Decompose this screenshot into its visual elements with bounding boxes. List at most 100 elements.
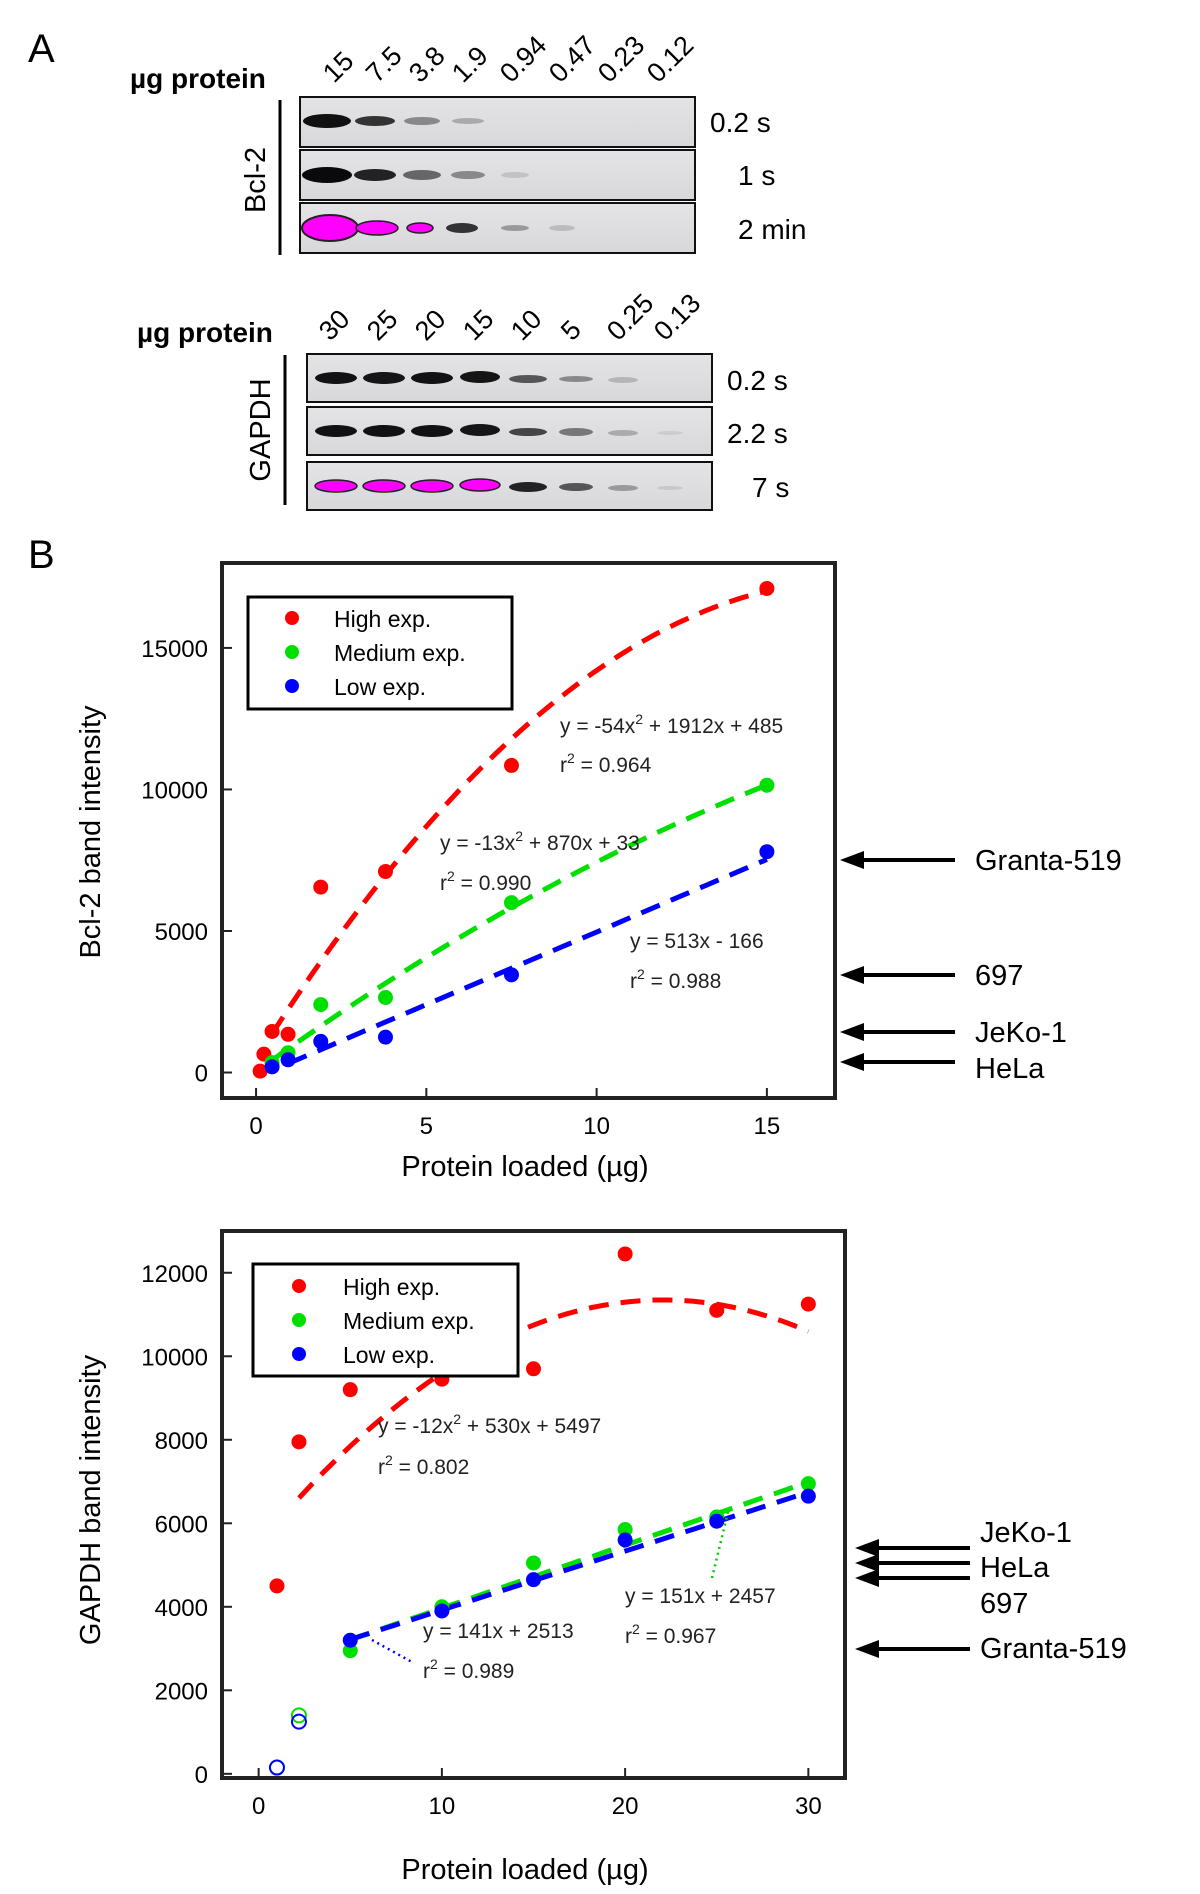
bcl2-point-high xyxy=(264,1023,280,1039)
bcl2-point-medium xyxy=(377,990,393,1006)
gapdh-cell-line-label: HeLa xyxy=(980,1552,1050,1584)
bcl2-eq-low: y = 513x - 166 xyxy=(630,930,764,953)
bcl2-legend-marker-high xyxy=(285,611,299,625)
gapdh-x-tick-label: 20 xyxy=(612,1793,639,1820)
gapdh-cell-line-granta: Granta-519 xyxy=(855,1633,1127,1665)
gapdh-cell-line-697: 697 xyxy=(855,1569,1028,1620)
gapdh-leader-low xyxy=(371,1638,413,1664)
gapdh-r2-low: r2 = 0.989 xyxy=(423,1656,514,1683)
bcl2-point-low xyxy=(313,1033,329,1049)
bcl2-point-low xyxy=(377,1029,393,1045)
bcl2-cell-line-granta: Granta-519 xyxy=(840,845,1122,877)
gapdh-legend-marker-high xyxy=(292,1279,306,1293)
bcl2-x-tick-label: 15 xyxy=(754,1113,781,1140)
gapdh-open-point-low xyxy=(268,1759,285,1776)
gapdh-chart-xlabel: Protein loaded (µg) xyxy=(401,1854,648,1886)
gapdh-plot-frame xyxy=(220,1229,847,1780)
gapdh-open-point-low xyxy=(290,1713,307,1730)
gapdh-y-tick-label: 8000 xyxy=(155,1428,208,1455)
bcl2-plot-frame xyxy=(220,561,837,1100)
gapdh-cell-line-label: JeKo-1 xyxy=(980,1517,1072,1549)
bcl2-bands-strip-2 xyxy=(302,167,529,183)
bcl2-eq-high: y = -54x2 + 1912x + 485 xyxy=(560,711,783,738)
bcl2-strip-1 xyxy=(299,96,696,148)
gapdh-y-tick-label: 0 xyxy=(195,1762,208,1789)
gapdh-load-label: 15 xyxy=(457,304,499,346)
bcl2-point-low xyxy=(280,1052,296,1068)
bcl2-point-high xyxy=(313,879,329,895)
gapdh-load-label: 5 xyxy=(555,314,587,346)
gapdh-y-tick-label: 6000 xyxy=(155,1511,208,1538)
bcl2-r2-medium: r2 = 0.990 xyxy=(440,868,531,895)
bcl2-point-high xyxy=(759,580,775,596)
bcl2-legend-medium: Medium exp. xyxy=(334,640,466,666)
bcl2-point-high xyxy=(503,757,519,773)
gapdh-load-label: 0.25 xyxy=(601,288,659,346)
gapdh-point-high xyxy=(526,1361,541,1377)
gapdh-point-high xyxy=(800,1296,816,1312)
gapdh-point-high xyxy=(342,1382,358,1398)
bcl2-cell-line-label: HeLa xyxy=(975,1053,1045,1085)
bcl2-blot: µg protein 15 7.5 3.8 1.9 0.94 0.47 0.23… xyxy=(130,30,806,255)
gapdh-bands-strip-2 xyxy=(315,424,683,437)
bcl2-legend: High exp. Medium exp. Low exp. xyxy=(246,595,514,711)
bcl2-chart-ylabel: Bcl-2 band intensity xyxy=(75,705,107,959)
gapdh-load-labels: 30 25 20 15 10 5 0.25 0.13 xyxy=(313,288,706,346)
bcl2-target-label: Bcl-2 xyxy=(240,147,272,213)
gapdh-r2-high: r2 = 0.802 xyxy=(378,1452,469,1479)
gapdh-point-low xyxy=(617,1532,633,1548)
gapdh-protein-label: µg protein xyxy=(137,317,273,348)
bcl2-y-tick-label: 10000 xyxy=(141,777,208,804)
bcl2-point-low xyxy=(759,844,775,860)
panel-a-label: A xyxy=(28,27,55,71)
bcl2-chart-marks xyxy=(252,580,775,1079)
gapdh-eq-high: y = -12x2 + 530x + 5497 xyxy=(378,1411,601,1438)
gapdh-chart-ylabel: GAPDH band intensity xyxy=(75,1354,107,1645)
gapdh-x-tick-label: 0 xyxy=(252,1793,265,1820)
gapdh-fit-high xyxy=(297,1297,810,1500)
gapdh-point-high xyxy=(269,1578,285,1594)
bcl2-fit-low xyxy=(287,857,768,1066)
bcl2-load-label: 0.94 xyxy=(494,30,552,88)
bcl2-point-low xyxy=(503,967,519,983)
gapdh-point-medium xyxy=(526,1555,541,1571)
gapdh-open-point-medium xyxy=(290,1707,307,1724)
bcl2-point-high xyxy=(252,1063,268,1079)
bcl2-legend-low: Low exp. xyxy=(334,674,426,700)
bcl2-point-medium xyxy=(503,895,519,911)
gapdh-strip-2 xyxy=(306,406,713,456)
gapdh-r2-medium: r2 = 0.967 xyxy=(625,1621,716,1648)
bcl2-load-label: 3.8 xyxy=(403,40,451,88)
gapdh-eq-medium: y = 151x + 2457 xyxy=(625,1585,776,1608)
bcl2-load-label: 1.9 xyxy=(446,40,494,88)
gapdh-fit-low xyxy=(349,1489,810,1642)
bcl2-cell-line-label: 697 xyxy=(975,960,1023,992)
gapdh-legend-low: Low exp. xyxy=(343,1342,435,1368)
gapdh-point-medium xyxy=(342,1643,358,1659)
gapdh-y-tick-label: 4000 xyxy=(155,1595,208,1622)
bcl2-fit-medium xyxy=(270,782,768,1063)
gapdh-cell-line-hela: HeLa xyxy=(855,1552,1050,1584)
gapdh-bands-strip-3 xyxy=(314,478,683,493)
bcl2-load-label: 7.5 xyxy=(360,40,408,88)
gapdh-chart: Protein loaded (µg) GAPDH band intensity… xyxy=(75,1229,1127,1886)
gapdh-cell-line-label: Granta-519 xyxy=(980,1633,1127,1665)
gapdh-legend: High exp. Medium exp. Low exp. xyxy=(251,1262,520,1378)
gapdh-target-label: GAPDH xyxy=(245,378,277,481)
bcl2-annotations: y = -54x2 + 1912x + 485 r2 = 0.964 y = -… xyxy=(440,711,783,993)
bcl2-x-tick-label: 10 xyxy=(583,1113,610,1140)
gapdh-annotations: y = -12x2 + 530x + 5497 r2 = 0.802 y = 1… xyxy=(371,1411,776,1683)
bcl2-y-tick-label: 0 xyxy=(195,1061,208,1088)
gapdh-point-high xyxy=(709,1302,725,1318)
bcl2-bands-strip-3 xyxy=(301,214,575,242)
gapdh-eq-low: y = 141x + 2513 xyxy=(423,1620,574,1643)
gapdh-x-tick-label: 10 xyxy=(429,1793,456,1820)
bcl2-point-high xyxy=(377,864,393,880)
gapdh-bands-strip-1 xyxy=(315,371,638,384)
gapdh-load-label: 30 xyxy=(313,304,355,346)
bcl2-cell-line-label: JeKo-1 xyxy=(975,1017,1067,1049)
bcl2-x-tick-label: 5 xyxy=(420,1113,433,1140)
bcl2-r2-low: r2 = 0.988 xyxy=(630,966,721,993)
bcl2-exposure-3: 2 min xyxy=(738,214,806,245)
